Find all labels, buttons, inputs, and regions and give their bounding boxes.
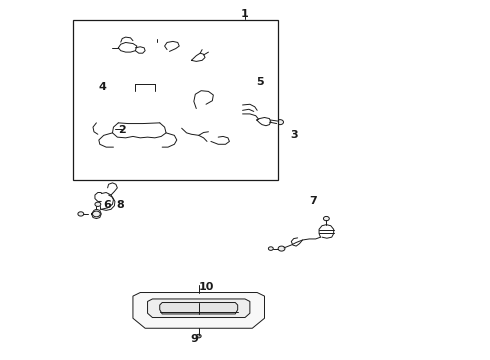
- Text: 7: 7: [309, 197, 317, 206]
- Circle shape: [277, 120, 284, 125]
- Bar: [74, 20, 278, 180]
- Circle shape: [92, 132, 98, 136]
- Text: 6: 6: [104, 200, 112, 210]
- Circle shape: [196, 334, 201, 338]
- Circle shape: [115, 136, 120, 140]
- Circle shape: [278, 246, 285, 251]
- Circle shape: [95, 202, 101, 206]
- Circle shape: [78, 212, 84, 216]
- Circle shape: [134, 140, 139, 143]
- Text: 8: 8: [116, 200, 123, 210]
- Text: 3: 3: [290, 130, 297, 140]
- Circle shape: [217, 138, 227, 145]
- Text: 9: 9: [190, 334, 198, 344]
- Polygon shape: [133, 293, 265, 328]
- Circle shape: [155, 39, 160, 42]
- Circle shape: [207, 130, 214, 135]
- Circle shape: [269, 247, 273, 250]
- Circle shape: [93, 211, 100, 217]
- Circle shape: [152, 136, 158, 140]
- Text: 1: 1: [241, 9, 249, 19]
- Circle shape: [128, 35, 132, 38]
- Circle shape: [133, 34, 137, 37]
- Text: 4: 4: [99, 82, 107, 92]
- Text: 2: 2: [119, 125, 126, 135]
- Polygon shape: [147, 299, 250, 318]
- Text: 10: 10: [198, 282, 214, 292]
- Text: 5: 5: [256, 77, 264, 87]
- Circle shape: [114, 87, 177, 134]
- Circle shape: [323, 216, 329, 221]
- Polygon shape: [160, 302, 238, 314]
